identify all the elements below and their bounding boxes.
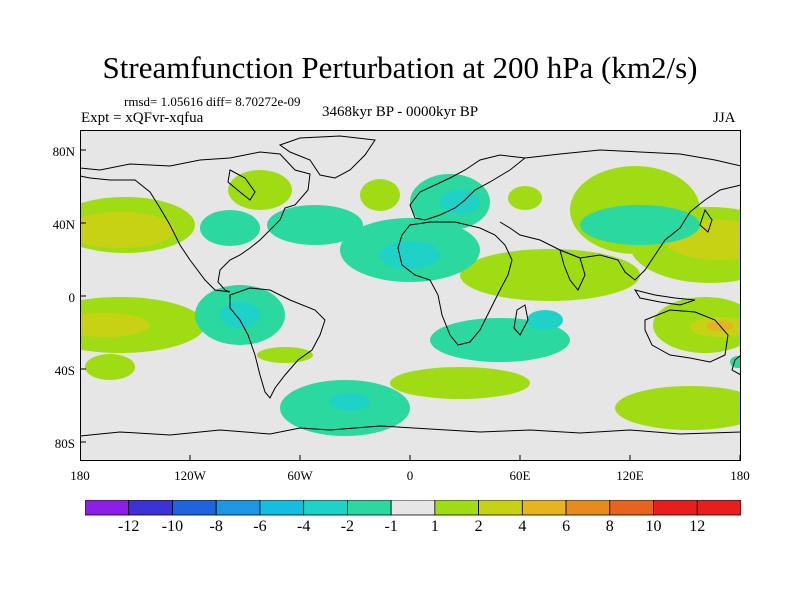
colorbar-label: -2 <box>340 518 355 535</box>
colorbar-box <box>172 500 217 516</box>
colorbar-label: -4 <box>296 518 311 535</box>
colorbar-box <box>565 500 611 516</box>
colorbar-label: 1 <box>430 518 439 535</box>
lat-tick-80s: 80S <box>54 436 75 451</box>
colorbar-box <box>609 500 654 516</box>
southern-ocean-high <box>390 367 530 399</box>
central-asia-high <box>508 186 542 210</box>
lon-tick-120w: 120W <box>174 468 206 483</box>
colorbar-label: -10 <box>161 518 184 535</box>
season-label: JJA <box>713 110 736 126</box>
world-map <box>80 130 741 461</box>
colorbar-label: 2 <box>474 518 483 535</box>
colorbar-label: 6 <box>562 518 571 535</box>
tasman-low <box>730 356 741 368</box>
africa-coast <box>397 221 513 346</box>
greenland-coast <box>278 135 376 179</box>
colorbar-box <box>215 500 261 516</box>
north-america-low <box>200 210 260 246</box>
lon-tick-60e: 60E <box>509 468 531 483</box>
north-africa-core <box>380 241 440 269</box>
axis-ticks <box>80 149 741 461</box>
south-america-coast <box>229 287 326 399</box>
south-atlantic-core <box>330 393 370 411</box>
colorbar-box <box>259 500 305 516</box>
europe-core <box>440 190 480 214</box>
japan <box>699 208 713 233</box>
lon-tick-0: 0 <box>406 468 414 483</box>
lon-tick-120e: 120E <box>616 468 644 483</box>
colorbar-box <box>85 500 130 516</box>
colorbar-box <box>390 500 436 516</box>
colorbar-label: 4 <box>518 518 527 535</box>
north-atlantic-high <box>360 179 400 211</box>
lat-tick-40s: 40S <box>54 363 75 378</box>
colorbar-label: -6 <box>253 518 267 535</box>
indian-ocean-band <box>460 249 640 301</box>
south-pacific-core <box>80 313 150 337</box>
india-coast <box>559 249 586 291</box>
lon-tick-60w: 60W <box>287 468 313 483</box>
madagascar <box>513 304 529 336</box>
colorbar-box <box>696 500 741 516</box>
lon-tick-180w: 180 <box>70 468 90 483</box>
colorbar-box <box>478 500 523 516</box>
colorbar-label: 12 <box>689 518 706 535</box>
colorbar-label: -8 <box>209 518 223 535</box>
coastlines <box>80 135 741 437</box>
colorbar-label: -1 <box>384 518 398 535</box>
south-indian-core <box>527 310 563 330</box>
colorbar-box <box>128 500 173 516</box>
colorbar-box <box>303 500 348 516</box>
south-indian-low <box>430 318 570 362</box>
atlantic-low <box>267 205 363 245</box>
lat-tick-0: 0 <box>68 290 76 305</box>
antarctica-coast <box>80 425 741 437</box>
colorbar <box>85 500 741 516</box>
new-zealand <box>731 354 741 376</box>
north-pacific-core-west <box>80 212 175 248</box>
lat-tick-40n: 40N <box>52 217 75 232</box>
colorbar-box <box>521 500 567 516</box>
time-period-label: 3468kyr BP - 0000kyr BP <box>322 104 479 120</box>
lon-tick-180e: 180 <box>730 468 750 483</box>
colorbar-label: -12 <box>118 518 140 535</box>
colorbar-label: 10 <box>645 518 662 535</box>
rmsd-diff-stats: rmsd= 1.05616 diff= 8.70272e-09 <box>124 94 301 109</box>
tropical-pacific-core <box>220 302 260 328</box>
north-america-coast <box>80 151 311 293</box>
colorbar-box <box>653 500 698 516</box>
colorbar-box <box>346 500 392 516</box>
europe-coast <box>409 154 527 221</box>
plot-title: Streamfunction Perturbation at 200 hPa (… <box>102 50 698 85</box>
hudson-bay <box>227 169 256 201</box>
south-indian-high <box>615 386 741 430</box>
southeast-pacific-high <box>85 354 135 380</box>
central-asia-low <box>580 205 700 245</box>
experiment-label: Expt = xQFvr-xqfua <box>81 110 204 126</box>
north-america-high <box>228 170 292 210</box>
indonesia <box>633 289 696 306</box>
colorbar-box <box>434 500 480 516</box>
colorbar-label: 8 <box>605 518 614 535</box>
lat-tick-80n: 80N <box>52 144 75 159</box>
australia-coast <box>644 309 729 363</box>
